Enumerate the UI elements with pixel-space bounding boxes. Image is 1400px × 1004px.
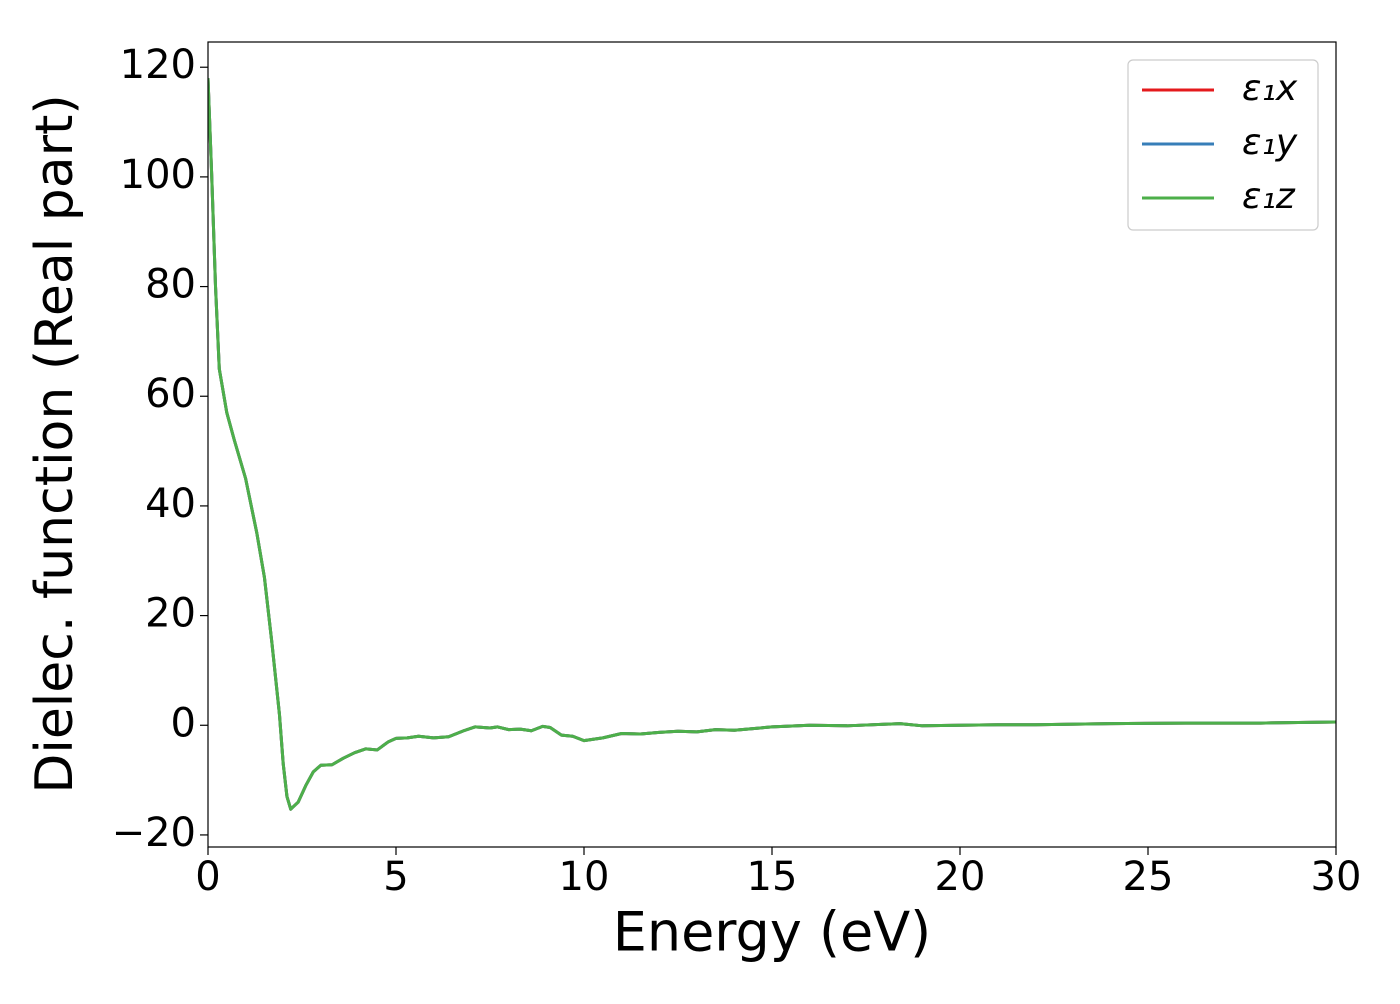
legend-label: ε₁y [1242,122,1298,163]
x-tick-label: 20 [935,854,986,900]
plot-frame [207,41,1337,848]
x-axis-label: Energy (eV) [613,901,932,964]
y-tick-label: 40 [145,481,196,527]
x-tick-label: 5 [383,854,408,900]
x-tick-label: 25 [1123,854,1174,900]
series-line [208,78,1336,811]
y-tick-label: 100 [120,152,196,198]
x-tick-label: 30 [1311,854,1362,900]
y-tick-label: 120 [120,42,196,88]
y-axis-label: Dielec. function (Real part) [25,94,85,793]
y-tick-label: 20 [145,591,196,637]
y-tick-label: 80 [145,262,196,308]
x-tick-label: 15 [747,854,798,900]
legend-label: ε₁z [1242,176,1296,217]
y-tick-label: 60 [145,371,196,417]
y-tick-label: −20 [112,810,196,856]
y-tick-label: 0 [171,700,196,746]
x-tick-label: 0 [195,854,220,900]
x-tick-label: 10 [559,854,610,900]
legend-box [1127,59,1319,231]
legend-label: ε₁x [1242,68,1298,109]
